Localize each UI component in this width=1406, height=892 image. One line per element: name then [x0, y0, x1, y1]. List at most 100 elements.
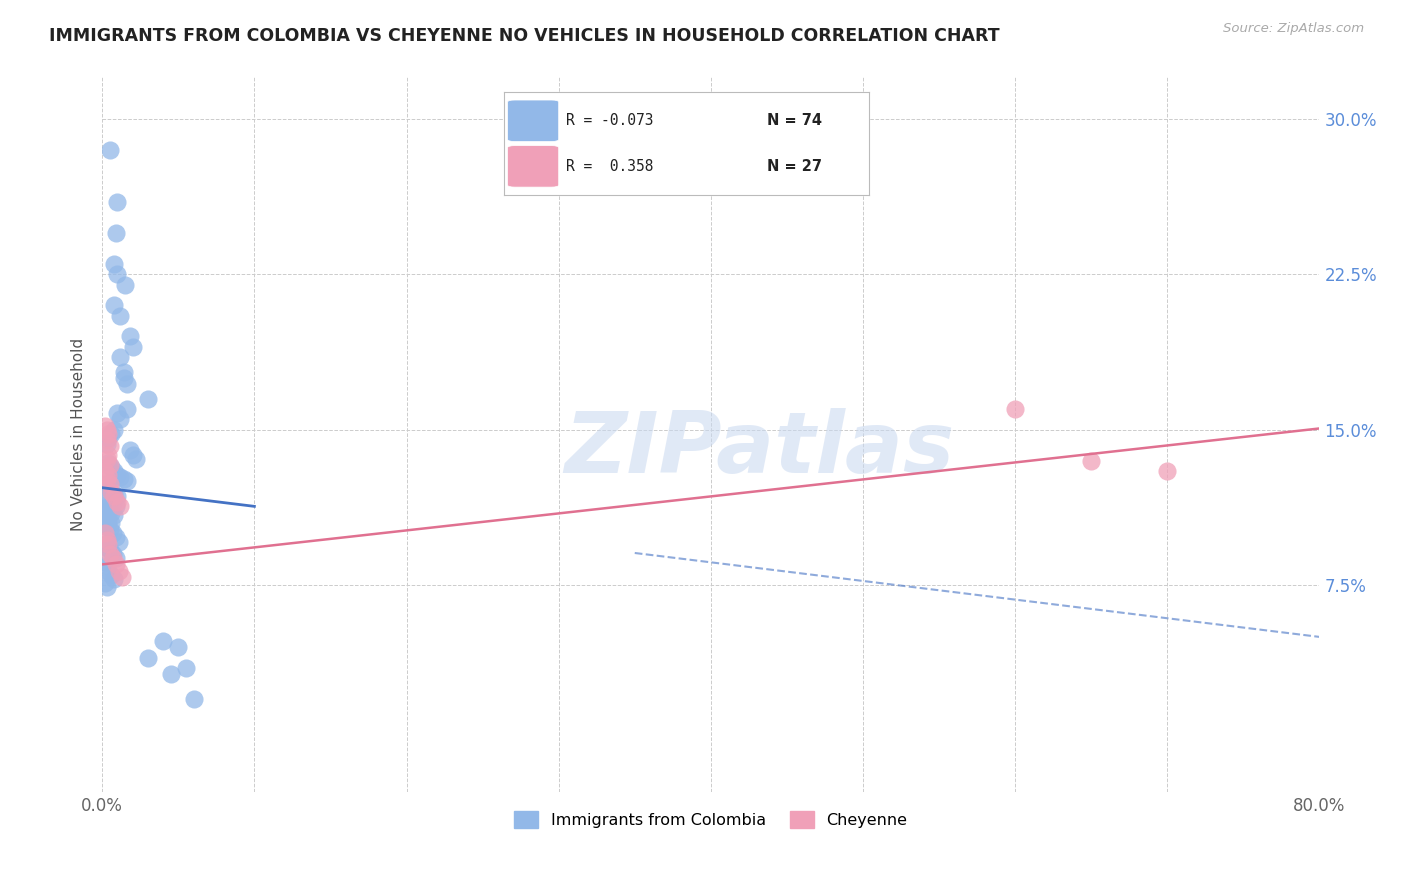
Point: [110, 350, 132, 364]
Point: [98, 522, 121, 536]
Point: [101, 547, 124, 561]
Point: [118, 443, 141, 458]
Point: [94, 464, 117, 478]
Point: [96, 451, 118, 466]
Point: [98, 476, 121, 491]
Point: [100, 426, 122, 441]
Point: [94, 418, 117, 433]
Point: [107, 406, 129, 420]
Point: [101, 551, 124, 566]
Point: [96, 539, 118, 553]
Point: [136, 392, 159, 406]
Point: [97, 456, 120, 470]
Text: Source: ZipAtlas.com: Source: ZipAtlas.com: [1223, 22, 1364, 36]
Point: [115, 401, 138, 416]
Point: [1004, 401, 1026, 416]
Point: [107, 194, 129, 209]
Point: [110, 412, 132, 426]
Point: [174, 661, 197, 675]
Point: [183, 692, 205, 706]
Point: [96, 533, 118, 547]
Point: [114, 277, 136, 292]
Point: [98, 458, 121, 472]
Point: [107, 489, 129, 503]
Point: [159, 667, 181, 681]
Point: [94, 555, 117, 569]
Y-axis label: No Vehicles in Household: No Vehicles in Household: [72, 338, 86, 532]
Point: [98, 439, 121, 453]
Point: [121, 448, 143, 462]
Point: [96, 472, 118, 486]
Point: [112, 472, 135, 486]
Point: [98, 542, 121, 557]
Point: [98, 495, 121, 509]
Point: [97, 468, 120, 483]
Point: [97, 431, 120, 445]
Point: [112, 371, 135, 385]
Point: [103, 489, 125, 503]
Point: [100, 460, 122, 475]
Point: [97, 541, 120, 555]
Point: [103, 464, 125, 478]
Point: [94, 526, 117, 541]
Point: [104, 226, 127, 240]
Point: [121, 340, 143, 354]
Point: [94, 518, 117, 533]
Point: [94, 501, 117, 516]
Point: [94, 576, 117, 591]
Point: [103, 298, 125, 312]
Point: [100, 516, 122, 530]
Point: [115, 377, 138, 392]
Point: [94, 509, 117, 524]
Point: [115, 475, 138, 489]
Point: [1080, 454, 1102, 468]
Point: [101, 526, 124, 541]
Point: [94, 536, 117, 550]
Point: [96, 580, 118, 594]
Point: [94, 476, 117, 491]
Point: [98, 143, 121, 157]
Point: [104, 551, 127, 566]
Point: [96, 423, 118, 437]
Point: [104, 500, 127, 514]
Point: [104, 558, 127, 572]
Point: [96, 433, 118, 447]
Point: [125, 451, 148, 466]
Point: [96, 520, 118, 534]
Point: [96, 559, 118, 574]
Point: [96, 437, 118, 451]
Point: [107, 267, 129, 281]
Point: [100, 484, 122, 499]
Point: [107, 468, 129, 483]
Point: [100, 484, 122, 499]
Point: [98, 547, 121, 561]
Point: [103, 572, 125, 586]
Point: [108, 534, 131, 549]
Point: [97, 426, 120, 441]
Point: [110, 309, 132, 323]
Point: [97, 448, 120, 462]
Text: IMMIGRANTS FROM COLOMBIA VS CHEYENNE NO VEHICLES IN HOUSEHOLD CORRELATION CHART: IMMIGRANTS FROM COLOMBIA VS CHEYENNE NO …: [49, 27, 1000, 45]
Point: [97, 514, 120, 528]
Point: [136, 650, 159, 665]
Legend: Immigrants from Colombia, Cheyenne: Immigrants from Colombia, Cheyenne: [508, 805, 914, 834]
Point: [107, 495, 129, 509]
Point: [101, 497, 124, 511]
Point: [103, 508, 125, 522]
Point: [96, 512, 118, 526]
Point: [110, 470, 132, 484]
Point: [112, 365, 135, 379]
Point: [100, 506, 122, 520]
Point: [108, 564, 131, 578]
Point: [97, 564, 120, 578]
Point: [97, 503, 120, 517]
Point: [97, 481, 120, 495]
Point: [100, 567, 122, 582]
Point: [96, 493, 118, 508]
Point: [152, 634, 174, 648]
Point: [103, 423, 125, 437]
Point: [97, 536, 120, 550]
Point: [110, 500, 132, 514]
Point: [118, 329, 141, 343]
Text: ZIPatlas: ZIPatlas: [564, 408, 955, 491]
